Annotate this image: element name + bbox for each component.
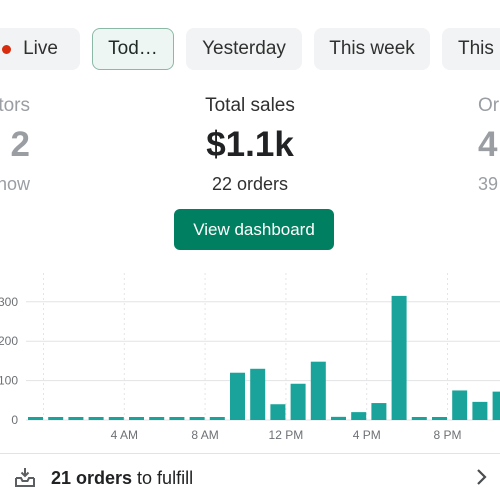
bar <box>129 417 144 420</box>
metric-orders-value: 4 <box>478 125 498 164</box>
bar <box>290 383 306 420</box>
bar <box>310 361 326 420</box>
metric-total-sales-label: Total sales <box>205 95 295 116</box>
metric-orders-label: Or <box>478 95 500 116</box>
y-tick-label: 200 <box>0 334 18 348</box>
y-tick-label: 100 <box>0 374 18 388</box>
x-tick-label: 8 PM <box>433 428 461 442</box>
filter-today[interactable]: Tod… <box>92 28 174 70</box>
filter-yesterday[interactable]: Yesterday <box>186 28 302 70</box>
view-dashboard-button[interactable]: View dashboard <box>174 209 334 250</box>
period-filter-bar: Live Tod… Yesterday This week This <box>0 28 500 70</box>
bar <box>209 417 225 420</box>
bar <box>48 417 64 420</box>
filter-live-label: Live <box>23 38 58 59</box>
bar <box>230 372 245 420</box>
filter-live[interactable]: Live <box>0 28 80 70</box>
filter-this-week[interactable]: This week <box>314 28 430 70</box>
metric-total-sales[interactable]: Total sales $1.1k 22 orders <box>150 94 350 196</box>
filter-this-month[interactable]: This <box>442 28 500 70</box>
x-tick-label: 8 AM <box>191 428 218 442</box>
bar <box>432 417 447 420</box>
metric-total-sales-value: $1.1k <box>206 125 294 164</box>
inbox-arrow-icon <box>15 468 35 487</box>
orders-to-fulfill-count: 21 orders <box>51 468 133 488</box>
bar <box>492 391 500 420</box>
metric-visitors[interactable]: tors 2 now <box>0 94 30 196</box>
chevron-right-icon <box>477 469 487 485</box>
bar <box>28 417 43 420</box>
x-tick-label: 4 AM <box>111 428 138 442</box>
y-tick-label: 300 <box>0 295 18 309</box>
bar <box>270 404 286 420</box>
metric-visitors-sub: now <box>0 174 30 194</box>
bar <box>68 417 84 420</box>
orders-to-fulfill-text: 21 orders to fulfill <box>51 468 193 489</box>
metric-visitors-label: tors <box>0 95 30 116</box>
live-dot-icon <box>2 44 12 54</box>
bar <box>169 417 185 420</box>
orders-to-fulfill-row[interactable]: 21 orders to fulfill <box>0 453 500 500</box>
bar <box>149 417 165 420</box>
bar <box>411 417 427 420</box>
filter-this-week-label: This week <box>329 38 415 59</box>
bar <box>351 412 367 420</box>
bar <box>88 417 104 420</box>
x-tick-label: 12 PM <box>269 428 304 442</box>
metric-orders-sub: 39 <box>478 174 499 194</box>
metric-visitors-value: 2 <box>10 125 30 164</box>
x-tick-label: 4 PM <box>353 428 381 442</box>
y-tick-label: 0 <box>11 413 18 427</box>
bar <box>189 417 205 420</box>
bar <box>108 417 124 420</box>
filter-today-label: Tod… <box>108 38 158 59</box>
orders-to-fulfill-suffix: to fulfill <box>132 468 194 488</box>
filter-this-month-label: This <box>458 38 494 59</box>
bar <box>391 295 407 420</box>
metric-total-sales-sub: 22 orders <box>211 174 289 194</box>
bar <box>452 390 468 420</box>
bar <box>331 416 346 420</box>
filter-yesterday-label: Yesterday <box>202 38 286 59</box>
bar <box>250 368 266 420</box>
bar <box>371 403 387 420</box>
bar <box>472 401 488 420</box>
sales-bar-chart: 0 100 200 300 4 AM 8 AM 12 PM 4 PM 8 PM <box>0 273 500 442</box>
metric-orders[interactable]: Or 4 39 <box>478 94 500 196</box>
